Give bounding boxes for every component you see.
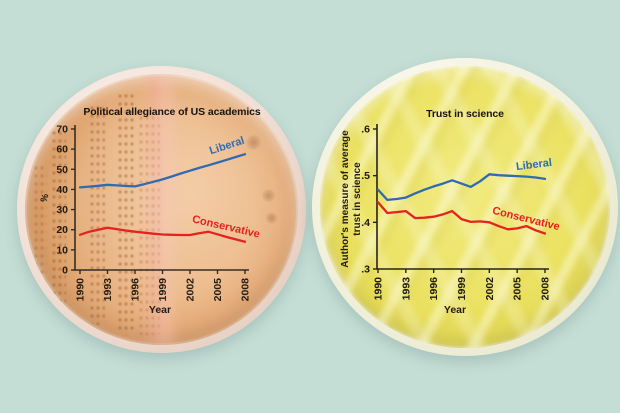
y-axis-label-line-1: Author's measure of average [340, 130, 351, 268]
y-tick-label: 30 [56, 204, 68, 216]
chart-trust-in-science: .3 .4 .5 .6 1990 1993 1996 1999 2002 2005 2008 [361, 124, 552, 301]
x-tick-label: 1996 [428, 277, 440, 301]
colony-blob [245, 135, 262, 150]
x-axis-label: Year [148, 304, 172, 316]
y-tick-label: .6 [361, 124, 370, 136]
y-tick-label: 50 [56, 164, 68, 176]
x-tick-label: 2002 [484, 277, 496, 301]
y-axis-label: Author's measure of average trust in sci… [340, 130, 364, 267]
chart-political-allegiance: 0 10 20 30 40 50 60 70 1990 1993 1996 1999 2002 2005 2… [56, 124, 252, 302]
y-tick-label: .4 [361, 217, 370, 229]
x-tick-label: 1999 [456, 277, 468, 301]
chart-title: Political allegiance of US academics [83, 106, 261, 118]
agar-pink-band [141, 74, 181, 345]
petri-dish-left: 0 10 20 30 40 50 60 70 1990 1993 1996 1999 2002 2005 2… [17, 66, 306, 353]
y-tick-label: 70 [56, 124, 68, 136]
agar-streaks [320, 66, 610, 348]
y-tick-label: 20 [56, 224, 68, 236]
colony-blob [261, 189, 276, 202]
x-tick-label: 1999 [157, 278, 169, 302]
x-tick-label: 2008 [540, 277, 552, 301]
colony-streak [33, 164, 47, 285]
x-axis-label: Year [443, 304, 467, 316]
series-line-conservative [78, 226, 247, 243]
series-line-liberal [78, 153, 247, 189]
agar-streaks [320, 66, 610, 348]
x-tick-label: 2002 [185, 278, 197, 302]
y-tick-label: .5 [361, 170, 370, 182]
x-tick-label: 2005 [212, 278, 224, 302]
x-tick-label: 1993 [102, 278, 114, 302]
x-tick-label: 1990 [75, 278, 87, 302]
x-tick-label: 1996 [130, 278, 142, 302]
x-tick-label: 1990 [373, 277, 385, 301]
y-tick-label: 0 [62, 265, 68, 277]
x-tick-label: 2008 [240, 278, 252, 302]
agar-surface-right [320, 66, 610, 348]
colony-streak [138, 114, 160, 337]
y-tick-label: .3 [361, 264, 370, 276]
colony-blob [265, 212, 278, 224]
petri-dish-right: .3 .4 .5 .6 1990 1993 1996 1999 2002 2005 2008 Tru… [312, 58, 618, 356]
y-tick-label: 40 [56, 184, 68, 196]
colony-streak [117, 92, 135, 335]
colony-streak [51, 129, 66, 330]
series-line-conservative [376, 201, 547, 235]
axes [376, 124, 549, 270]
x-tick-label: 2005 [512, 277, 524, 301]
y-tick-label: 10 [56, 244, 68, 256]
series-line-liberal [376, 173, 547, 202]
y-tick-label: 60 [56, 144, 68, 156]
y-axis-label-line-2: trust in science [352, 162, 363, 236]
chart-title: Trust in science [426, 108, 504, 120]
x-tick-label: 1993 [400, 277, 412, 301]
agar-surface-left [25, 74, 298, 345]
